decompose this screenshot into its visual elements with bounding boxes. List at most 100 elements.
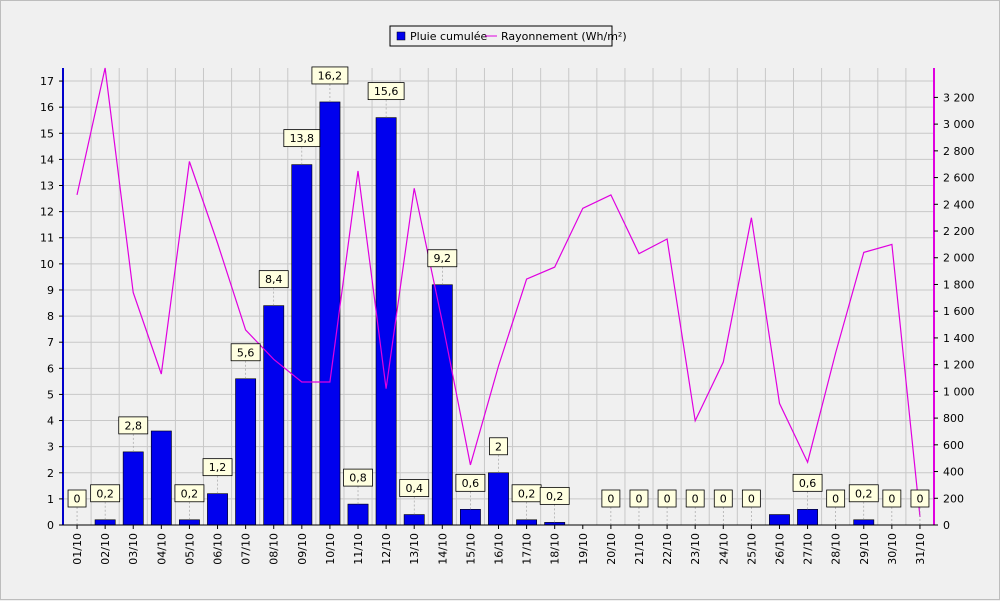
- left-tick-label: 7: [47, 336, 54, 349]
- data-label-text: 0,2: [181, 487, 199, 500]
- data-label-box: [283, 129, 321, 148]
- x-tick-label: 20/10: [605, 533, 618, 565]
- left-tick-label: 16: [40, 101, 54, 114]
- legend-bar-swatch: [396, 31, 406, 41]
- data-label-box: [67, 489, 87, 508]
- x-tick-label: 10/10: [324, 533, 337, 565]
- rain-bar: [291, 164, 313, 526]
- data-label-text: 8,4: [265, 273, 283, 286]
- right-tick-label: 1 800: [943, 278, 975, 291]
- data-label-text: 0,4: [405, 482, 423, 495]
- rain-bar: [769, 514, 790, 526]
- data-labels: 0 0,2 2,8 0,2 1,2 5,6 8,4 13,8 16,2 0,8 15,6 0,4 9,2…: [67, 66, 930, 525]
- rain-bar: [207, 493, 228, 526]
- data-label-text: 0,6: [799, 477, 817, 490]
- data-label-box: [848, 484, 879, 503]
- x-tick-label: 19/10: [577, 533, 590, 565]
- data-label-text: 0: [916, 493, 923, 506]
- left-tick-label: 14: [40, 153, 54, 166]
- left-tick-label: 17: [40, 75, 54, 88]
- x-tick-label: 23/10: [689, 533, 702, 565]
- data-label-text: 1,2: [209, 461, 227, 474]
- x-tick-label: 14/10: [436, 533, 449, 565]
- data-label-box: [741, 489, 761, 508]
- x-tick-label: 11/10: [352, 533, 365, 565]
- left-tick-label: 5: [47, 388, 54, 401]
- x-axis: 01/10 02/10 03/10 04/10 05/10 06/10 07/10 08/10…: [63, 524, 934, 565]
- data-label-text: 0,2: [96, 487, 114, 500]
- x-tick-label: 08/10: [268, 533, 281, 565]
- rain-bar: [150, 430, 172, 526]
- left-tick-label: 4: [47, 415, 54, 428]
- data-label-box: [455, 473, 486, 492]
- x-tick-label: 24/10: [717, 533, 730, 565]
- left-tick-label: 2: [47, 467, 54, 480]
- left-tick-label: 12: [40, 206, 54, 219]
- data-label-box: [657, 489, 677, 508]
- data-label-box: [910, 489, 930, 508]
- data-label-text: 0,2: [546, 490, 564, 503]
- x-tick-label: 28/10: [830, 533, 843, 565]
- data-label-box: [489, 437, 508, 456]
- x-tick-label: 05/10: [183, 533, 196, 565]
- left-tick-label: 6: [47, 362, 54, 375]
- left-tick-label: 1: [47, 493, 54, 506]
- left-tick-label: 13: [40, 180, 54, 193]
- x-tick-label: 30/10: [886, 533, 899, 565]
- rain-bar: [94, 519, 116, 526]
- legend-box: [389, 25, 613, 47]
- data-label-box: [367, 82, 405, 101]
- rain-bar: [263, 305, 285, 526]
- right-tick-label: 200: [943, 492, 964, 505]
- x-tick-label: 16/10: [493, 533, 506, 565]
- data-label-box: [826, 489, 846, 508]
- right-tick-label: 1 600: [943, 305, 975, 318]
- right-tick-label: 2 800: [943, 145, 975, 158]
- data-label-box: [629, 489, 649, 508]
- data-label-box: [174, 484, 205, 503]
- x-tick-label: 25/10: [745, 533, 758, 565]
- right-tick-label: 2 600: [943, 172, 975, 185]
- rain-bar: [375, 117, 397, 526]
- data-label-box: [792, 473, 823, 492]
- data-label-text: 0,2: [518, 487, 536, 500]
- x-tick-label: 31/10: [914, 533, 927, 565]
- data-label-box: [90, 484, 121, 503]
- rain-bars: [94, 101, 875, 526]
- right-tick-label: 3 200: [943, 91, 975, 104]
- x-tick-label: 21/10: [633, 533, 646, 565]
- data-label-text: 2: [495, 440, 502, 453]
- right-tick-label: 600: [943, 439, 964, 452]
- data-label-text: 0,8: [349, 472, 367, 485]
- data-label-text: 0: [748, 493, 755, 506]
- right-tick-label: 2 200: [943, 225, 975, 238]
- x-tick-label: 12/10: [380, 533, 393, 565]
- rain-bar: [516, 519, 538, 526]
- radiation-line-path: [76, 67, 921, 518]
- x-tick-label: 17/10: [521, 533, 534, 565]
- left-tick-label: 9: [47, 284, 54, 297]
- right-tick-label: 0: [943, 519, 950, 532]
- x-tick-label: 13/10: [408, 533, 421, 565]
- rain-bar: [347, 503, 369, 526]
- data-label-text: 15,6: [374, 85, 399, 98]
- data-label-text: 0: [664, 493, 671, 506]
- legend: Pluie cumulée Rayonnement (Wh/m²): [389, 25, 627, 47]
- data-label-box: [311, 66, 349, 85]
- left-tick-label: 10: [40, 258, 54, 271]
- left-tick-label: 11: [40, 232, 54, 245]
- radiation-line: [76, 67, 921, 518]
- legend-line-label: Rayonnement (Wh/m²): [501, 30, 627, 43]
- data-label-box: [882, 489, 902, 508]
- right-tick-label: 2 400: [943, 198, 975, 211]
- data-label-box: [202, 458, 233, 477]
- x-tick-label: 07/10: [240, 533, 253, 565]
- x-tick-label: 02/10: [99, 533, 112, 565]
- left-tick-label: 3: [47, 441, 54, 454]
- right-tick-label: 1 000: [943, 385, 975, 398]
- data-label-text: 9,2: [434, 252, 452, 265]
- data-label-text: 0,2: [855, 487, 873, 500]
- rain-bar: [179, 519, 200, 526]
- x-tick-label: 15/10: [464, 533, 477, 565]
